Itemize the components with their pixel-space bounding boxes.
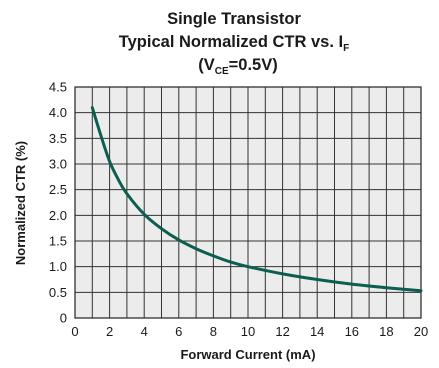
y-tick-labels: 0 0.5 1.0 1.5 2.0 2.5 3.0 3.5 4.0 4.5 (49, 80, 67, 326)
series-layer (90, 106, 423, 293)
x-tick-label: 8 (210, 324, 217, 339)
x-tick-label: 0 (71, 324, 78, 339)
y-tick-label: 4.5 (49, 80, 67, 95)
y-tick-label: 0 (60, 311, 67, 326)
x-axis-label: Forward Current (mA) (180, 347, 315, 362)
title-line-1: Single Transistor (167, 10, 301, 28)
title-line-3-subscript: CE (215, 66, 229, 77)
y-tick-label: 2.5 (49, 182, 67, 197)
chart-title: Single Transistor Typical Normalized CTR… (119, 10, 349, 77)
title-line-3: (VCE=0.5V) (198, 56, 277, 77)
plot-frame (74, 86, 422, 319)
x-tick-label: 12 (275, 324, 289, 339)
title-line-2-main: Typical Normalized CTR vs. I (119, 33, 343, 51)
y-tick-label: 0.5 (49, 285, 67, 300)
title-line-3-main: (V (198, 56, 215, 74)
y-tick-label: 3.5 (49, 131, 67, 146)
y-tick-label: 2.0 (49, 208, 67, 223)
grid-lines (74, 86, 422, 319)
x-tick-label: 18 (379, 324, 393, 339)
x-tick-labels: 0 2 4 6 8 10 12 14 16 18 20 (71, 324, 428, 339)
x-tick-label: 4 (141, 324, 148, 339)
ctr-curve (90, 106, 423, 293)
y-tick-label: 4.0 (49, 105, 67, 120)
y-tick-label: 1.0 (49, 259, 67, 274)
x-tick-label: 14 (310, 324, 324, 339)
x-tick-label: 10 (241, 324, 255, 339)
y-tick-label: 3.0 (49, 157, 67, 172)
title-line-2-subscript: F (343, 43, 349, 54)
y-axis-label: Normalized CTR (%) (13, 141, 28, 265)
x-tick-label: 2 (106, 324, 113, 339)
x-tick-label: 6 (175, 324, 182, 339)
title-line-3-tail: =0.5V) (229, 56, 278, 74)
x-tick-label: 20 (414, 324, 428, 339)
x-tick-label: 16 (345, 324, 359, 339)
title-line-2: Typical Normalized CTR vs. IF (119, 33, 349, 54)
y-tick-label: 1.5 (49, 234, 67, 249)
